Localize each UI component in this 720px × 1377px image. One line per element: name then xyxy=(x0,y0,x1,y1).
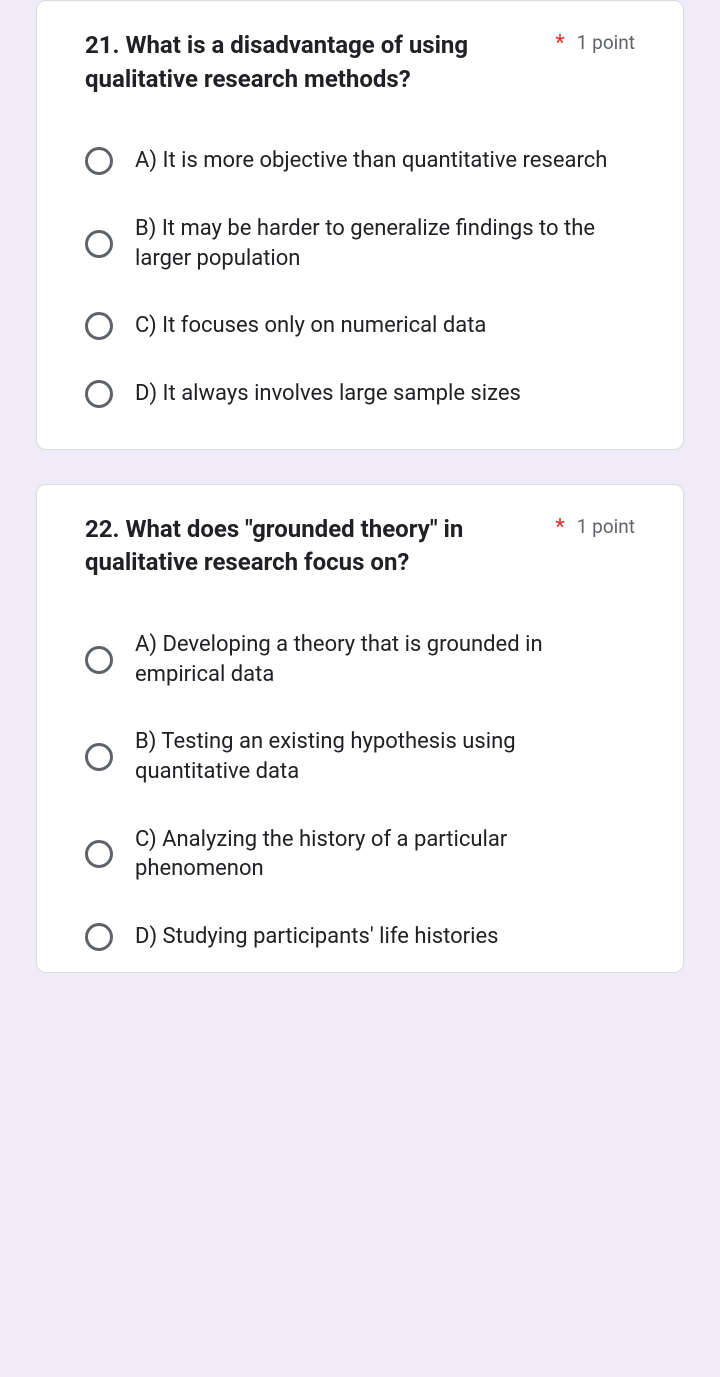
radio-option-d[interactable]: D) Studying participants' life histories xyxy=(85,922,635,952)
option-list: A) Developing a theory that is grounded … xyxy=(85,630,635,952)
question-header: 21. What is a disadvantage of using qual… xyxy=(85,29,635,96)
radio-icon xyxy=(85,380,113,408)
question-card-22: 22. What does "grounded theory" in quali… xyxy=(36,484,684,973)
points-label: 1 point xyxy=(577,513,635,542)
question-title: 21. What is a disadvantage of using qual… xyxy=(85,29,543,96)
radio-option-a[interactable]: A) Developing a theory that is grounded … xyxy=(85,630,635,689)
option-label: B) It may be harder to generalize findin… xyxy=(135,214,635,273)
radio-icon xyxy=(85,923,113,951)
required-asterisk: * xyxy=(555,29,564,60)
option-label: C) It focuses only on numerical data xyxy=(135,311,486,341)
question-title: 22. What does "grounded theory" in quali… xyxy=(85,513,543,580)
radio-icon xyxy=(85,312,113,340)
required-asterisk: * xyxy=(555,513,564,544)
radio-option-c[interactable]: C) It focuses only on numerical data xyxy=(85,311,635,341)
question-header: 22. What does "grounded theory" in quali… xyxy=(85,513,635,580)
radio-icon xyxy=(85,840,113,868)
radio-option-b[interactable]: B) It may be harder to generalize findin… xyxy=(85,214,635,273)
radio-icon xyxy=(85,147,113,175)
option-label: A) It is more objective than quantitativ… xyxy=(135,146,607,176)
radio-option-a[interactable]: A) It is more objective than quantitativ… xyxy=(85,146,635,176)
option-label: C) Analyzing the history of a particular… xyxy=(135,825,635,884)
option-list: A) It is more objective than quantitativ… xyxy=(85,146,635,408)
radio-icon xyxy=(85,743,113,771)
option-label: A) Developing a theory that is grounded … xyxy=(135,630,635,689)
radio-icon xyxy=(85,230,113,258)
radio-option-b[interactable]: B) Testing an existing hypothesis using … xyxy=(85,727,635,786)
radio-icon xyxy=(85,646,113,674)
option-label: B) Testing an existing hypothesis using … xyxy=(135,727,635,786)
question-card-21: 21. What is a disadvantage of using qual… xyxy=(36,0,684,450)
radio-option-c[interactable]: C) Analyzing the history of a particular… xyxy=(85,825,635,884)
option-label: D) Studying participants' life histories xyxy=(135,922,499,952)
option-label: D) It always involves large sample sizes xyxy=(135,379,521,409)
points-label: 1 point xyxy=(577,29,635,58)
radio-option-d[interactable]: D) It always involves large sample sizes xyxy=(85,379,635,409)
